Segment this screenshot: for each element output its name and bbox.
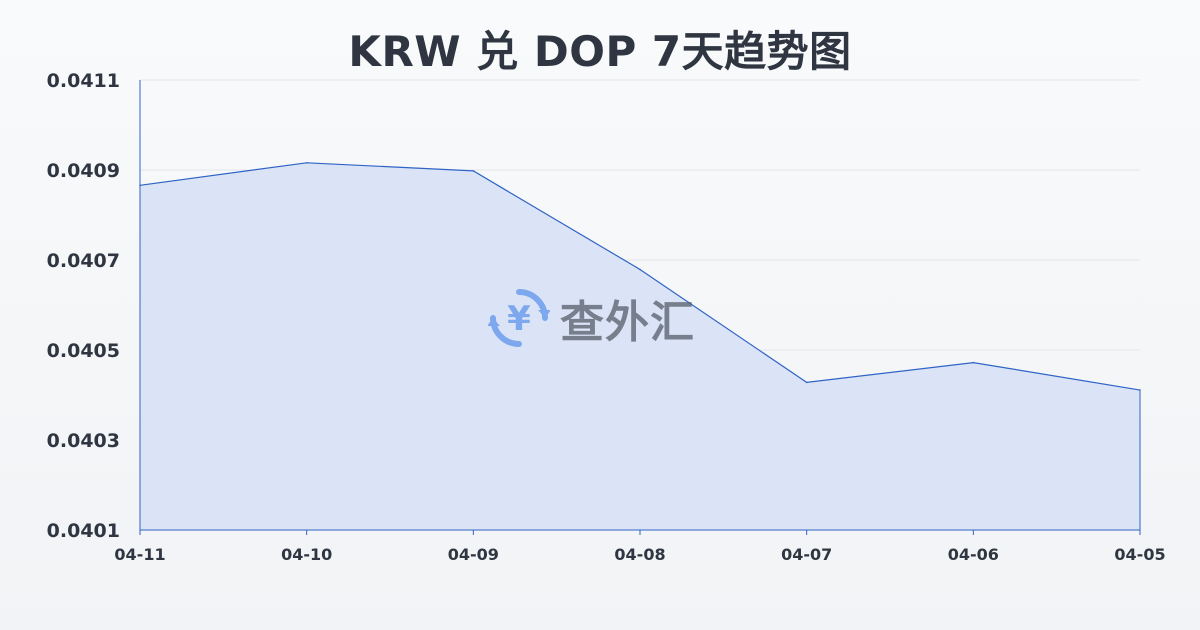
x-tick-label: 04-06 — [948, 545, 999, 564]
area-series — [139, 162, 1141, 531]
data-point-04-10 — [305, 162, 308, 164]
data-points — [139, 162, 1141, 391]
y-axis-tick-labels: 0.0401 0.0403 0.0405 0.0407 0.0409 0.0411 — [47, 70, 120, 542]
data-point-04-09 — [472, 170, 475, 172]
x-tick-label: 04-09 — [448, 545, 499, 564]
x-tick-label: 04-07 — [781, 545, 832, 564]
axes — [139, 80, 1141, 535]
data-point-04-11 — [139, 184, 141, 187]
y-tick-label: 0.0411 — [47, 70, 120, 92]
x-axis-tick-labels: 04-11 04-10 04-09 04-08 04-07 04-06 04-05 — [114, 545, 1165, 564]
data-point-04-08 — [639, 268, 641, 271]
y-tick-label: 0.0409 — [47, 160, 120, 182]
data-point-04-07 — [805, 381, 808, 384]
y-tick-label: 0.0407 — [47, 250, 120, 272]
y-tick-label: 0.0405 — [47, 340, 120, 362]
data-point-04-06 — [972, 361, 975, 364]
y-tick-label: 0.0401 — [47, 520, 120, 542]
area-fill — [140, 162, 1140, 531]
x-tick-label: 04-08 — [614, 545, 665, 564]
chart-title: KRW 兑 DOP 7天趋势图 — [348, 27, 852, 76]
x-tick-label: 04-10 — [281, 545, 332, 564]
x-tick-label: 04-11 — [114, 545, 165, 564]
x-tick-label: 04-05 — [1114, 545, 1165, 564]
data-point-04-05 — [1139, 389, 1141, 391]
y-tick-label: 0.0403 — [47, 430, 120, 452]
